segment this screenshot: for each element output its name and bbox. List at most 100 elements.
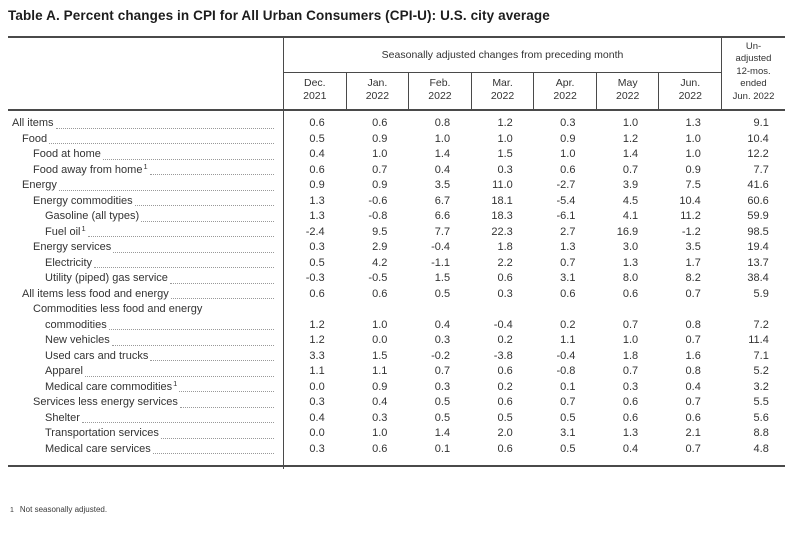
row-label: Fuel oil1 bbox=[8, 223, 283, 241]
row-label: Energy services bbox=[8, 240, 283, 256]
cell-unadjusted-12mo: 8.8 bbox=[753, 427, 769, 439]
cell-month-4: 0.9 bbox=[560, 132, 576, 145]
cell-month-3: 0.2 bbox=[497, 334, 513, 346]
cell-month-3: 22.3 bbox=[491, 225, 513, 238]
cell-month-3: 0.6 bbox=[497, 272, 513, 284]
cell-month-4: -2.7 bbox=[556, 179, 576, 191]
cell-month-1: 0.9 bbox=[372, 179, 388, 191]
column-header: Apr. 2022 bbox=[533, 73, 596, 109]
cell-month-0: 3.3 bbox=[309, 349, 325, 362]
cell-month-4: 0.1 bbox=[560, 380, 576, 393]
cell-month-1: 1.5 bbox=[372, 349, 388, 362]
cell-unadjusted-12mo: 59.9 bbox=[747, 210, 769, 222]
dot-leader bbox=[94, 267, 274, 268]
cell-month-2: -0.2 bbox=[431, 349, 451, 362]
cell-month-5: 1.0 bbox=[622, 334, 639, 346]
row-label: Transportation services bbox=[8, 426, 283, 442]
cell-month-5: 0.4 bbox=[622, 442, 639, 455]
cell-month-6: 1.7 bbox=[685, 256, 701, 269]
row-label: Food bbox=[8, 132, 283, 148]
cell-month-0: 0.0 bbox=[309, 427, 325, 439]
cell-month-4: 0.3 bbox=[560, 117, 576, 129]
cell-month-5: 8.0 bbox=[622, 272, 639, 284]
table-body: All items 0.6 0.6 0.8 1.2 0.3 1.0 1.3 9.1 Food 0.5… bbox=[8, 111, 785, 469]
cell-month-0: 0.4 bbox=[309, 148, 325, 160]
row-label: Energy commodities bbox=[8, 194, 283, 210]
dot-leader bbox=[179, 406, 274, 408]
cell-month-6: 1.0 bbox=[685, 148, 701, 160]
footnote-ref: 1 bbox=[81, 223, 86, 233]
cell-month-6: 0.8 bbox=[685, 318, 701, 331]
cell-unadjusted-12mo: 13.7 bbox=[747, 256, 769, 269]
cell-month-4: 0.5 bbox=[560, 411, 576, 424]
column-header: Feb. 2022 bbox=[408, 73, 471, 109]
row-label: Electricity bbox=[8, 256, 283, 272]
row-label: Used cars and trucks bbox=[8, 349, 283, 365]
row-label: Food away from home1 bbox=[8, 161, 283, 179]
cell-month-1: 9.5 bbox=[372, 225, 388, 238]
footnote-ref: 1 bbox=[143, 161, 148, 171]
cell-month-2: 7.7 bbox=[434, 225, 451, 238]
cell-month-2: 1.0 bbox=[434, 132, 451, 145]
month-headers: Dec. 2021 Jan. 2022 Feb. 2022 Mar. 2022 Apr. 2022… bbox=[284, 73, 721, 109]
table-row: New vehicles 1.2 0.0 0.3 0.2 1.1 1.0 0.7 11.4 bbox=[8, 333, 785, 349]
stub-header-cell bbox=[8, 38, 283, 109]
row-label: All items less food and energy bbox=[8, 287, 283, 303]
footnote-ref: 1 bbox=[173, 378, 178, 388]
table-row: All items 0.6 0.6 0.8 1.2 0.3 1.0 1.3 9.1 bbox=[8, 116, 785, 132]
cell-unadjusted-12mo: 19.4 bbox=[747, 241, 769, 253]
cell-month-6: 3.5 bbox=[685, 241, 701, 253]
cell-month-2: -1.1 bbox=[431, 256, 451, 269]
cell-month-0: 1.2 bbox=[309, 318, 325, 331]
cell-month-2: 0.1 bbox=[434, 442, 451, 455]
cell-month-6: 7.5 bbox=[685, 179, 701, 191]
table-row: Utility (piped) gas service -0.3 -0.5 1.5 0.… bbox=[8, 271, 785, 287]
cell-month-1: -0.8 bbox=[368, 210, 388, 222]
cell-month-1: 1.0 bbox=[372, 148, 388, 160]
cell-month-0: 1.3 bbox=[309, 210, 325, 222]
table-row: Commodities less food and energy commodit… bbox=[8, 302, 785, 333]
cell-month-0: -0.3 bbox=[305, 272, 325, 284]
table-row: Energy services 0.3 2.9 -0.4 1.8 1.3 3.0 3.5 19.… bbox=[8, 240, 785, 256]
footnote: 1 Not seasonally adjusted. bbox=[10, 505, 800, 514]
cell-month-5: 0.7 bbox=[622, 163, 639, 176]
cell-month-6: 1.3 bbox=[685, 117, 701, 129]
cell-unadjusted-12mo: 7.1 bbox=[753, 349, 769, 362]
cell-month-1: 4.2 bbox=[372, 256, 388, 269]
cell-month-3: 2.0 bbox=[497, 427, 513, 439]
cell-month-4: -6.1 bbox=[556, 210, 576, 222]
cell-month-3: 1.8 bbox=[497, 241, 513, 253]
cell-month-6: 1.6 bbox=[685, 349, 701, 362]
cell-month-2: 3.5 bbox=[434, 179, 451, 191]
dot-leader bbox=[58, 189, 274, 191]
cell-month-4: 1.3 bbox=[560, 241, 576, 253]
table-row: Energy commodities 1.3 -0.6 6.7 18.1 -5.4 4.5 1… bbox=[8, 194, 785, 210]
cell-month-2: 1.5 bbox=[434, 272, 451, 284]
cpi-table: Seasonally adjusted changes from precedi… bbox=[8, 36, 785, 469]
table-row: Electricity 0.5 4.2 -1.1 2.2 0.7 1.3 1.7 13.7 bbox=[8, 256, 785, 272]
cell-month-5: 16.9 bbox=[616, 225, 639, 238]
cell-month-2: 0.5 bbox=[434, 287, 451, 300]
cell-month-0: 0.0 bbox=[309, 380, 325, 393]
column-header: Dec. 2021 bbox=[303, 77, 327, 102]
column-header: May 2022 bbox=[595, 73, 659, 109]
cell-month-2: 0.5 bbox=[434, 411, 451, 424]
cell-month-6: 10.4 bbox=[679, 194, 701, 207]
footnote-marker: 1 bbox=[10, 507, 14, 514]
cell-month-3: 0.3 bbox=[497, 163, 513, 176]
table-row: Food away from home1 0.6 0.7 0.4 0.3 0.6 0.7 0.… bbox=[8, 161, 785, 179]
cell-month-5: 4.1 bbox=[622, 210, 639, 222]
cell-month-1: 0.7 bbox=[372, 163, 388, 176]
cell-month-0: 0.5 bbox=[309, 256, 325, 269]
dot-leader bbox=[141, 220, 274, 222]
cell-month-4: 3.1 bbox=[560, 272, 576, 284]
cell-month-6: 0.7 bbox=[685, 396, 701, 408]
cell-month-3: 1.5 bbox=[497, 148, 513, 160]
cell-month-0: 0.4 bbox=[309, 411, 325, 424]
cell-month-0: 0.3 bbox=[309, 442, 325, 455]
cell-month-4: -0.4 bbox=[556, 349, 576, 362]
cell-month-6: 8.2 bbox=[685, 272, 701, 284]
cell-month-5: 1.3 bbox=[622, 427, 639, 439]
table-row: Shelter 0.4 0.3 0.5 0.5 0.5 0.6 0.6 5.6 bbox=[8, 411, 785, 427]
cell-month-6: 0.7 bbox=[685, 442, 701, 455]
